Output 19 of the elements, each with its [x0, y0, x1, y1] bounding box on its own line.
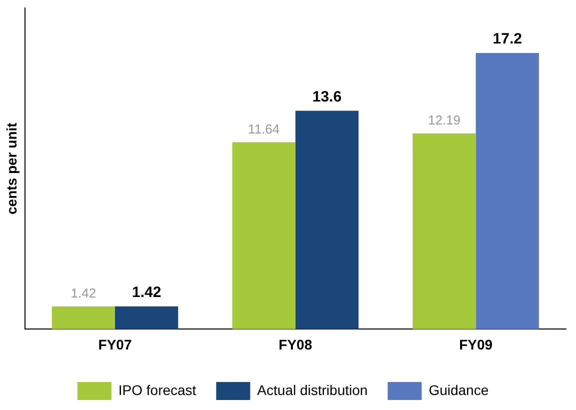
- bar: [115, 306, 178, 330]
- x-tick-label: FY08: [278, 336, 312, 352]
- legend-label: Actual distribution: [257, 382, 368, 398]
- legend-label: IPO forecast: [118, 382, 196, 398]
- data-label: 11.64: [248, 121, 280, 136]
- bar: [232, 142, 296, 330]
- x-tick-label: FY07: [98, 336, 132, 352]
- legend-label: Guidance: [428, 382, 489, 398]
- data-label: 17.2: [492, 30, 522, 48]
- data-label: 13.6: [312, 88, 342, 106]
- y-axis-title: cents per unit: [3, 122, 20, 214]
- x-tick-label: FY09: [459, 336, 493, 352]
- data-label: 1.42: [132, 284, 162, 302]
- data-label: 12.19: [428, 112, 461, 128]
- bar: [52, 306, 115, 330]
- bar: [295, 110, 359, 330]
- bar: [476, 52, 539, 330]
- data-label: 1.42: [70, 285, 96, 300]
- bar: [412, 133, 476, 330]
